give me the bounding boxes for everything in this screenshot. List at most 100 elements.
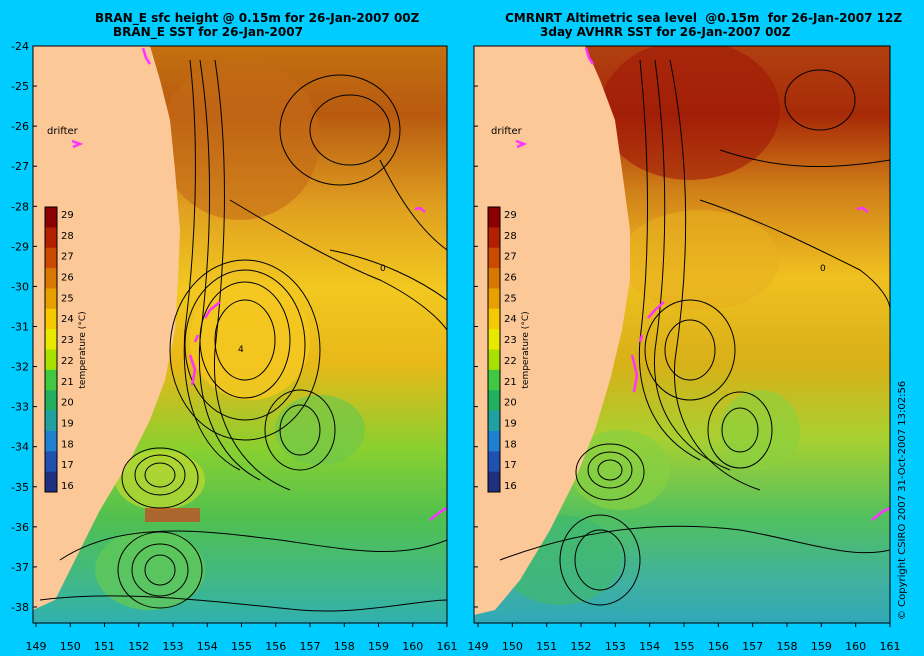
colorbar-swatch xyxy=(45,227,57,249)
colorbar-tick-label: 20 xyxy=(61,398,74,409)
longitude-tick-label: 154 xyxy=(639,640,660,653)
colorbar-tick-label: 16 xyxy=(61,481,74,492)
longitude-tick-label: 151 xyxy=(536,640,557,653)
colorbar-swatch xyxy=(45,329,57,350)
panel2-contours xyxy=(499,59,890,606)
colorbar-swatch xyxy=(488,390,500,412)
longitude-tick-label: 149 xyxy=(26,640,47,653)
colorbar-tick-label: 22 xyxy=(504,356,517,367)
latitude-tick-label: -33 xyxy=(11,401,29,414)
colorbar-tick-label: 27 xyxy=(61,252,74,263)
colorbar-label: temperature (°C) xyxy=(78,311,88,388)
colorbar-swatch xyxy=(488,410,500,432)
colorbar-swatch xyxy=(488,451,500,473)
panel1-map: 0 4 drifter xyxy=(32,45,448,624)
longitude-tick-label: 152 xyxy=(571,640,592,653)
longitude-tick-label: 161 xyxy=(437,640,458,653)
longitude-tick-label: 151 xyxy=(94,640,115,653)
colorbar-tick-label: 21 xyxy=(61,377,74,388)
longitude-tick-label: 157 xyxy=(742,640,763,653)
latitude-tick-label: -28 xyxy=(11,200,29,213)
longitude-tick-label: 154 xyxy=(197,640,218,653)
longitude-tick-label: 157 xyxy=(300,640,321,653)
colorbar-tick-label: 16 xyxy=(504,481,517,492)
longitude-tick-label: 155 xyxy=(674,640,695,653)
longitude-tick-label: 156 xyxy=(265,640,286,653)
colorbar-tick-label: 29 xyxy=(61,210,74,221)
latitude-axis: -24 -25 -26 -27 -28 -29 -30 -31 -32 -33 -34 -35 -36 -… xyxy=(11,40,478,614)
latitude-tick-label: -32 xyxy=(11,361,29,374)
colorbar-tick-label: 18 xyxy=(61,439,74,450)
colorbar-tick-label: 21 xyxy=(504,377,517,388)
panel1-longitude-axis: 149 150 151 152 153 154 155 156 157 158 159 160 161 xyxy=(26,623,458,653)
colorbar-tick-label: 17 xyxy=(61,460,74,471)
longitude-tick-label: 159 xyxy=(811,640,832,653)
panel1-contour-label-4: 4 xyxy=(238,345,244,355)
colorbar-tick-label: 23 xyxy=(61,335,74,346)
latitude-tick-label: -27 xyxy=(11,160,29,173)
longitude-tick-label: 160 xyxy=(845,640,866,653)
colorbar-tick-label: 24 xyxy=(504,314,517,325)
colorbar-swatch xyxy=(488,288,500,310)
longitude-tick-label: 153 xyxy=(605,640,626,653)
panel2-map: 0 drifter xyxy=(473,45,891,624)
colorbar-tick-label: 29 xyxy=(504,210,517,221)
panel1-title-line2: BRAN_E SST for 26-Jan-2007 xyxy=(113,25,303,39)
colorbar-swatch xyxy=(488,308,500,330)
colorbar-tick-label: 20 xyxy=(504,398,517,409)
colorbar-tick-label: 28 xyxy=(61,231,74,242)
longitude-tick-label: 158 xyxy=(777,640,798,653)
colorbar-swatch xyxy=(488,471,500,493)
latitude-tick-label: -37 xyxy=(11,561,29,574)
panel2-colorbar: 29 28 27 26 25 24 23 22 21 20 19 18 17 16 temperature … xyxy=(487,206,531,493)
longitude-tick-label: 149 xyxy=(468,640,489,653)
panel2-contour-label-0: 0 xyxy=(820,264,826,274)
colorbar-tick-label: 26 xyxy=(61,273,74,284)
longitude-tick-label: 159 xyxy=(368,640,389,653)
longitude-tick-label: 155 xyxy=(231,640,252,653)
panel1-contours xyxy=(39,59,447,612)
colorbar-swatch xyxy=(45,268,57,289)
colorbar-swatch xyxy=(45,308,57,330)
panel2-longitude-axis: 149 150 151 152 153 154 155 156 157 158 159 160 161 xyxy=(468,623,901,653)
colorbar-tick-label: 19 xyxy=(504,418,517,429)
latitude-tick-label: -30 xyxy=(11,280,29,293)
longitude-tick-label: 150 xyxy=(60,640,81,653)
colorbar-tick-label: 28 xyxy=(504,231,517,242)
panel2-sst-features xyxy=(500,46,800,605)
panel2-drifter-label: drifter xyxy=(491,126,523,137)
colorbar-swatch xyxy=(45,430,57,452)
colorbar-swatch xyxy=(45,471,57,493)
latitude-tick-label: -26 xyxy=(11,120,29,133)
longitude-tick-label: 156 xyxy=(708,640,729,653)
panel1-title-line1: BRAN_E sfc height @ 0.15m for 26-Jan-200… xyxy=(95,11,420,25)
latitude-tick-label: -31 xyxy=(11,320,29,333)
colorbar-swatch xyxy=(45,390,57,412)
longitude-tick-label: 152 xyxy=(128,640,149,653)
colorbar-tick-label: 26 xyxy=(504,273,517,284)
colorbar-swatch xyxy=(45,369,57,391)
colorbar-swatch xyxy=(45,207,57,228)
colorbar-tick-label: 19 xyxy=(61,418,74,429)
colorbar-swatch xyxy=(488,227,500,249)
colorbar-tick-label: 22 xyxy=(61,356,74,367)
latitude-tick-label: -38 xyxy=(11,601,29,614)
panel1-land xyxy=(33,46,180,610)
longitude-tick-label: 161 xyxy=(880,640,901,653)
colorbar-swatch xyxy=(45,247,57,269)
colorbar-swatch xyxy=(488,268,500,289)
longitude-tick-label: 153 xyxy=(163,640,184,653)
latitude-tick-label: -29 xyxy=(11,240,29,253)
copyright-notice: © Copyright CSIRO 2007 31-Oct-2007 13:02… xyxy=(897,381,908,620)
colorbar-tick-label: 17 xyxy=(504,460,517,471)
colorbar-tick-label: 23 xyxy=(504,335,517,346)
colorbar-swatch xyxy=(488,369,500,391)
panel1-drifter-tracks xyxy=(71,47,448,521)
longitude-tick-label: 150 xyxy=(502,640,523,653)
colorbar-tick-label: 25 xyxy=(61,293,74,304)
latitude-tick-label: -34 xyxy=(11,441,29,454)
latitude-tick-label: -24 xyxy=(11,40,29,53)
longitude-tick-label: 160 xyxy=(402,640,423,653)
latitude-tick-label: -25 xyxy=(11,80,29,93)
